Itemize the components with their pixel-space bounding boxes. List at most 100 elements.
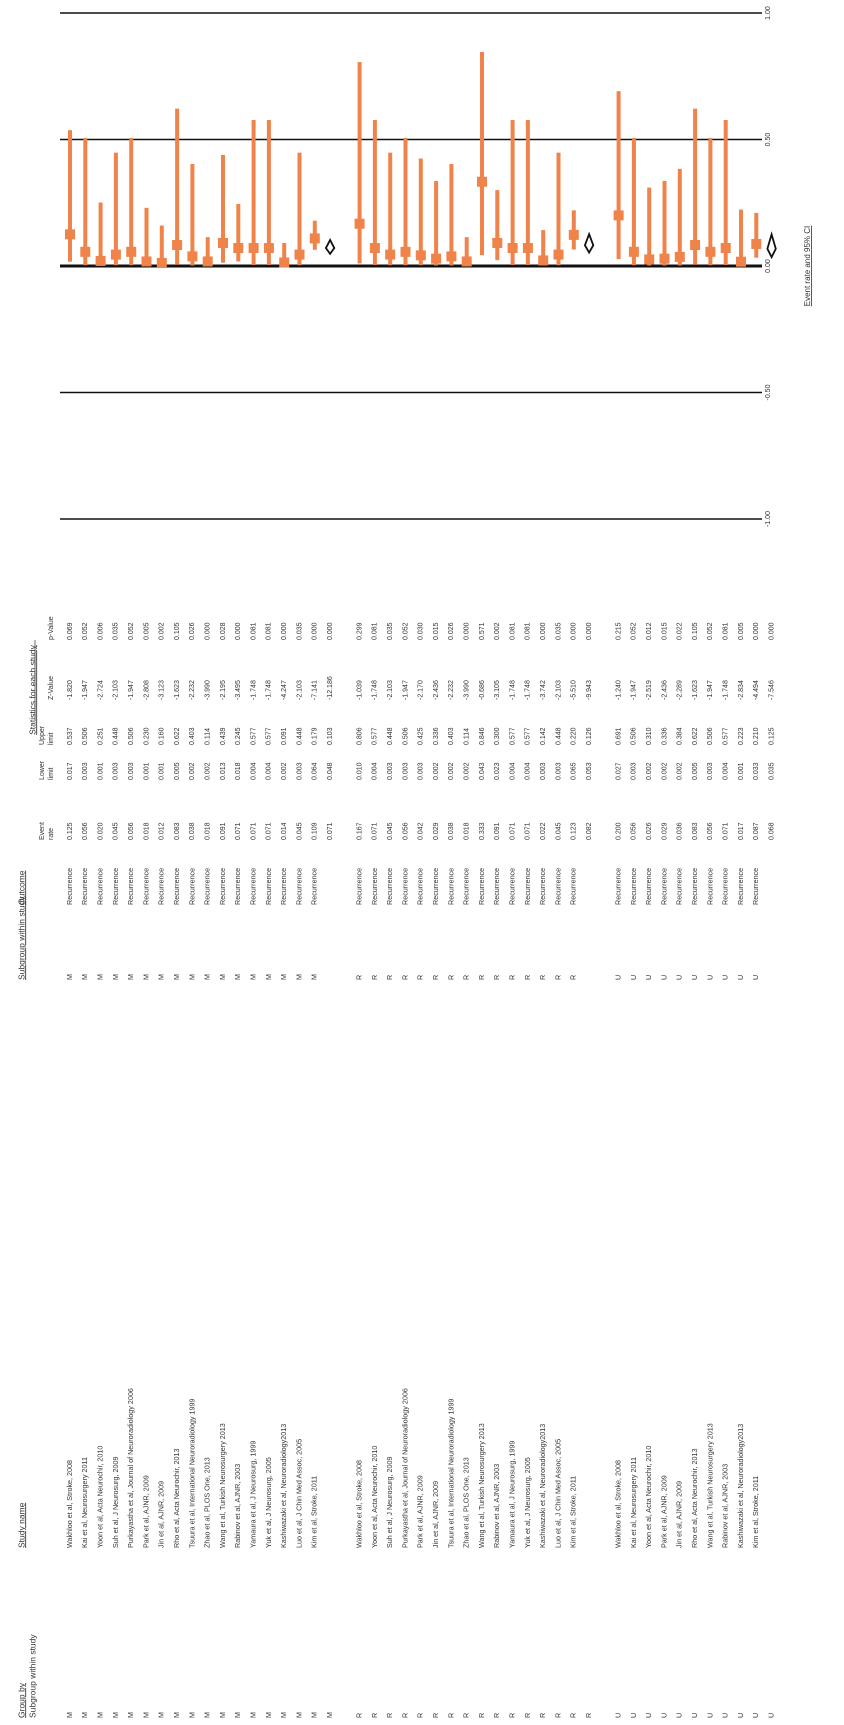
- ci-bar: [221, 154, 225, 263]
- p-value: 0.081: [723, 622, 730, 640]
- outcome-label: Recurrence: [249, 868, 258, 905]
- p-value: 0.052: [128, 622, 135, 640]
- group-label: M: [310, 1712, 319, 1718]
- event-rate-value: 0.083: [174, 822, 181, 840]
- p-value: 0.006: [97, 622, 104, 640]
- p-value: 0.081: [250, 622, 257, 640]
- z-value: -1.947: [631, 680, 638, 700]
- study-row: R Zhao et al, PLOS One, 2013 R Recurrence 0.…: [462, 237, 472, 1718]
- study-row: R Suh et al, J Neurosurg, 2009 R Recurrence…: [385, 152, 396, 1718]
- subgroup-label: U: [751, 975, 760, 980]
- lower-limit-value: 0.018: [235, 762, 242, 780]
- lower-limit-value: 0.023: [494, 762, 501, 780]
- lower-limit-value: 0.013: [220, 762, 227, 780]
- ci-bar: [464, 237, 469, 266]
- lower-limit-value: 0.002: [646, 762, 653, 780]
- upper-limit-value: 0.506: [402, 727, 409, 745]
- z-value: -2.103: [296, 680, 303, 700]
- lower-limit-value: 0.003: [631, 762, 638, 780]
- event-rate-value: 0.071: [372, 822, 379, 840]
- upper-limit-value: 0.622: [174, 727, 181, 745]
- outcome-label: Recurrence: [553, 868, 562, 905]
- study-row: R Tsuura et al, International Neuroradiol…: [446, 164, 457, 1718]
- outcome-label: Recurrence: [355, 868, 364, 905]
- group-label: R: [584, 1713, 593, 1718]
- point-estimate: [477, 176, 487, 187]
- header-study-name: Study name: [16, 1502, 26, 1548]
- z-value: -4.247: [281, 680, 288, 700]
- study-name: Zhao et al, PLOS One, 2013: [203, 1457, 212, 1548]
- study-name: Kim et al, Stroke, 2011: [310, 1476, 319, 1548]
- outcome-label: Recurrence: [690, 868, 699, 905]
- event-rate-value: 0.038: [448, 822, 455, 840]
- study-name: Yoon et al, Acta Neurochir, 2010: [96, 1446, 105, 1548]
- upper-limit-value: 0.691: [615, 727, 622, 745]
- ci-bar: [83, 137, 88, 266]
- point-estimate: [80, 246, 91, 257]
- upper-limit-value: 0.448: [113, 727, 120, 745]
- outcome-label: Recurrence: [172, 868, 181, 905]
- study-name: Luo et al, J Chin Med Assoc, 2005: [553, 1439, 562, 1548]
- axis-tick-label: -1.00: [765, 511, 772, 527]
- axis-tick-label: 0.50: [765, 133, 772, 147]
- group-label: R: [508, 1713, 517, 1718]
- group-label: M: [325, 1712, 334, 1718]
- study-name: Kai et al, Neurosurgery 2011: [80, 1457, 89, 1548]
- axis-tick-label: 0.00: [765, 259, 772, 273]
- point-estimate: [263, 243, 274, 254]
- ci-bar: [236, 204, 241, 262]
- outcome-label: Recurrence: [65, 868, 74, 905]
- upper-limit-value: 0.103: [327, 727, 334, 745]
- upper-limit-value: 0.179: [312, 727, 319, 745]
- group-label: M: [187, 1712, 196, 1718]
- header-z-value: Z-Value: [48, 676, 55, 700]
- study-row: M Purkayastha et al, Journal of Neuroradi…: [126, 137, 137, 1718]
- group-label: R: [492, 1713, 501, 1718]
- z-value: -2.232: [448, 680, 455, 700]
- p-value: 0.026: [189, 622, 196, 640]
- point-estimate: [553, 249, 564, 260]
- subgroup-label: U: [721, 975, 730, 980]
- subgroup-label: R: [416, 975, 425, 980]
- z-value: -3.105: [494, 680, 501, 700]
- upper-limit-value: 0.506: [707, 727, 714, 745]
- point-estimate: [492, 237, 503, 248]
- study-row: R Yamaura et al, J Neurosurg, 1999 R Recurr…: [508, 120, 518, 1718]
- study-row: U Kim et al, Stroke, 2011 U Recurrence 0.087…: [751, 212, 762, 1718]
- study-row: R Wang et al, Turkish Neurosurgery 2013 R R…: [477, 51, 487, 1718]
- ci-bar: [129, 137, 134, 266]
- ci-bar: [144, 207, 149, 266]
- point-estimate: [751, 238, 762, 249]
- p-value: 0.069: [67, 622, 74, 640]
- lower-limit-value: 0.002: [448, 762, 455, 780]
- point-estimate: [690, 240, 701, 251]
- point-estimate: [613, 210, 624, 221]
- event-rate-value: 0.026: [646, 822, 653, 840]
- group-label: M: [172, 1712, 181, 1718]
- upper-limit-value: 0.577: [266, 727, 273, 745]
- outcome-label: Recurrence: [705, 868, 714, 905]
- point-estimate: [659, 253, 670, 264]
- study-row: U Rho et al, Acta Neurochir, 2013 U Recurre…: [690, 108, 701, 1718]
- lower-limit-value: 0.005: [174, 762, 181, 780]
- group-label: M: [157, 1712, 166, 1718]
- outcome-label: Recurrence: [492, 868, 501, 905]
- group-label: R: [400, 1713, 409, 1718]
- point-estimate: [95, 255, 106, 266]
- p-value: 0.030: [418, 622, 425, 640]
- event-rate-value: 0.071: [327, 822, 334, 840]
- ci-bar: [495, 190, 500, 261]
- group-label: M: [249, 1712, 258, 1718]
- study-row: R Kim et al, Stroke, 2011 R Recurrence 0.123…: [569, 210, 579, 1718]
- point-estimate: [354, 218, 365, 229]
- p-value: 0.035: [113, 622, 120, 640]
- study-name: Suh et al, J Neurosurg, 2009: [111, 1457, 120, 1549]
- group-label: R: [416, 1713, 425, 1718]
- study-name: Rho et al, Acta Neurochir, 2013: [690, 1449, 699, 1549]
- outcome-label: Recurrence: [629, 868, 638, 905]
- upper-limit-value: 0.622: [692, 727, 699, 745]
- ci-bar: [266, 120, 271, 265]
- subgroup-label: R: [569, 975, 578, 980]
- header-event-rate: Event: [39, 822, 46, 840]
- event-rate-value: 0.012: [159, 822, 166, 840]
